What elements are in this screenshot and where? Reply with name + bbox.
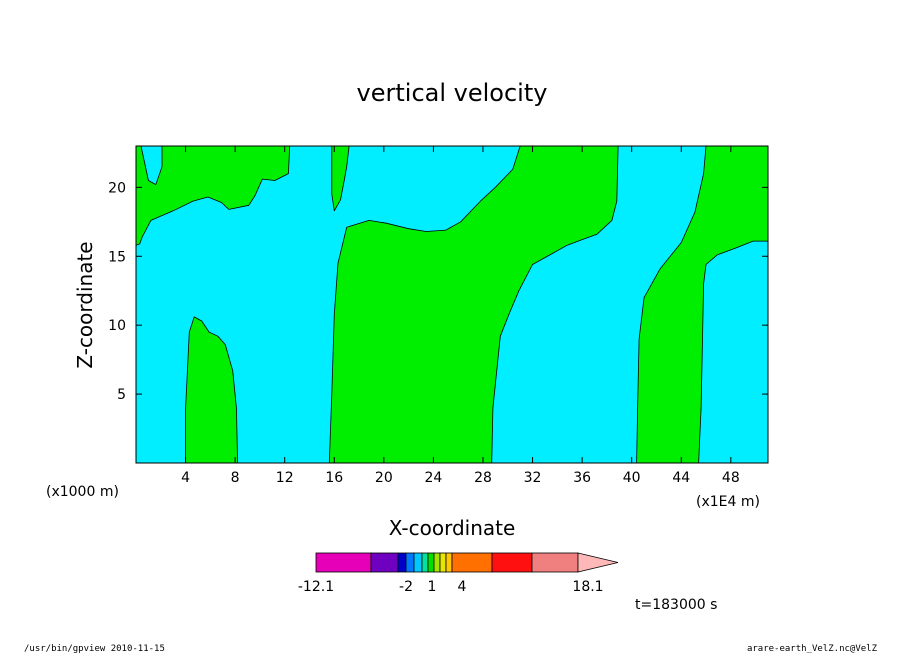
colorbar-bin bbox=[405, 552, 415, 573]
plot-area bbox=[135, 145, 769, 464]
x-tick-label: 28 bbox=[474, 470, 492, 486]
x-tick-label: 16 bbox=[325, 470, 343, 486]
x-tick-label: 44 bbox=[672, 470, 690, 486]
colorbar-bin bbox=[439, 552, 447, 573]
chart-title: vertical velocity bbox=[357, 79, 548, 107]
colorbar-label: 1 bbox=[428, 579, 437, 595]
x-tick-label: 36 bbox=[573, 470, 591, 486]
colorbar-label: 4 bbox=[458, 579, 467, 595]
x-unit-left: (x1000 m) bbox=[46, 484, 119, 500]
y-tick-label: 5 bbox=[117, 387, 126, 403]
y-tick-label: 15 bbox=[108, 249, 126, 265]
colorbar-label: -12.1 bbox=[298, 579, 334, 595]
colorbar-extend-arrow bbox=[577, 552, 619, 573]
colorbar-bin bbox=[451, 552, 493, 573]
x-tick-label: 32 bbox=[524, 470, 542, 486]
x-tick-label: 12 bbox=[276, 470, 294, 486]
colorbar-bin bbox=[445, 552, 453, 573]
colorbar-bin bbox=[315, 552, 372, 573]
colorbar: -12.1 -2 1 4 18.1 bbox=[298, 552, 619, 595]
x-tick-label: 24 bbox=[424, 470, 442, 486]
footer-variable: arare-earth_VelZ.nc@VelZ bbox=[747, 644, 878, 654]
plot-frame bbox=[135, 145, 769, 464]
colorbar-label: -2 bbox=[399, 579, 413, 595]
x-tick-label: 20 bbox=[375, 470, 393, 486]
y-tick-label: 10 bbox=[108, 318, 126, 334]
contour-region-4 bbox=[185, 316, 239, 464]
x-tick-label: 40 bbox=[623, 470, 641, 486]
x-unit-right: (x1E4 m) bbox=[696, 494, 760, 510]
colorbar-label: 18.1 bbox=[572, 579, 603, 595]
x-tick-label: 8 bbox=[231, 470, 240, 486]
colorbar-bin bbox=[421, 552, 429, 573]
x-axis-label: X-coordinate bbox=[389, 516, 516, 540]
colorbar-bin bbox=[370, 552, 399, 573]
colorbar-bin bbox=[413, 552, 423, 573]
colorbar-bin bbox=[531, 552, 579, 573]
x-tick-label: 48 bbox=[722, 470, 740, 486]
colorbar-bin bbox=[491, 552, 533, 573]
y-tick-label: 20 bbox=[108, 180, 126, 196]
colorbar-bin bbox=[427, 552, 435, 573]
y-axis-label: Z-coordinate bbox=[73, 241, 97, 368]
x-tick-label: 4 bbox=[181, 470, 190, 486]
colorbar-bin bbox=[433, 552, 441, 573]
colorbar-bin bbox=[397, 552, 407, 573]
x-axis-ticks: 4 8 12 16 20 24 28 32 36 40 44 48 bbox=[181, 146, 740, 486]
contour-region-1 bbox=[135, 145, 291, 246]
time-label: t=183000 s bbox=[635, 597, 717, 613]
footer-program: /usr/bin/gpview 2010-11-15 bbox=[24, 644, 165, 654]
y-axis-ticks: 5 10 15 20 bbox=[108, 180, 768, 403]
contour-region-2 bbox=[331, 145, 350, 212]
